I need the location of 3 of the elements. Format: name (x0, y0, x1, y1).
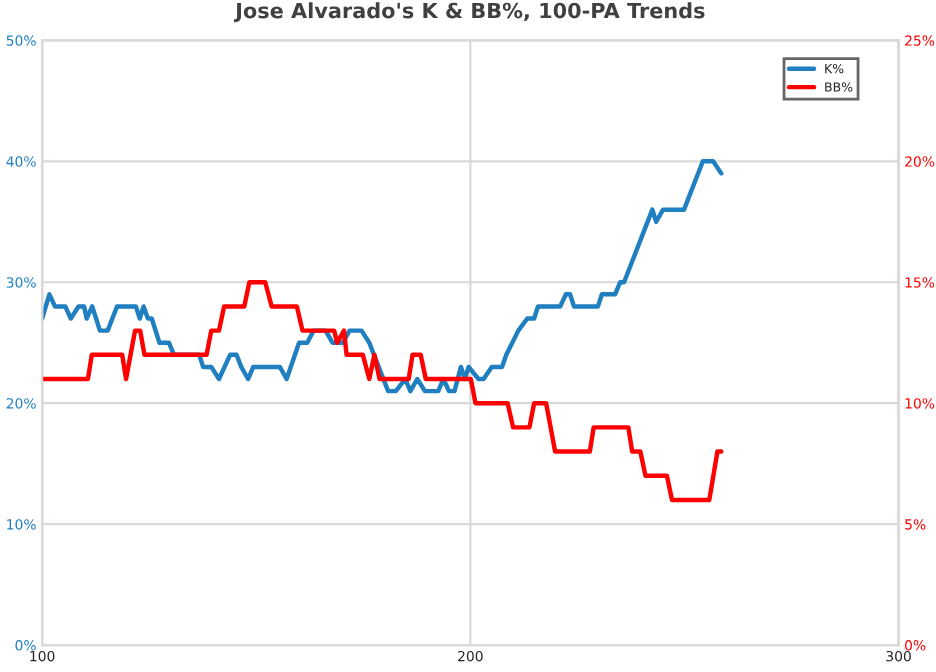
chart-title: Jose Alvarado's K & BB%, 100-PA Trends (234, 2, 705, 23)
line-series (42, 280, 724, 503)
line-series (42, 159, 724, 394)
